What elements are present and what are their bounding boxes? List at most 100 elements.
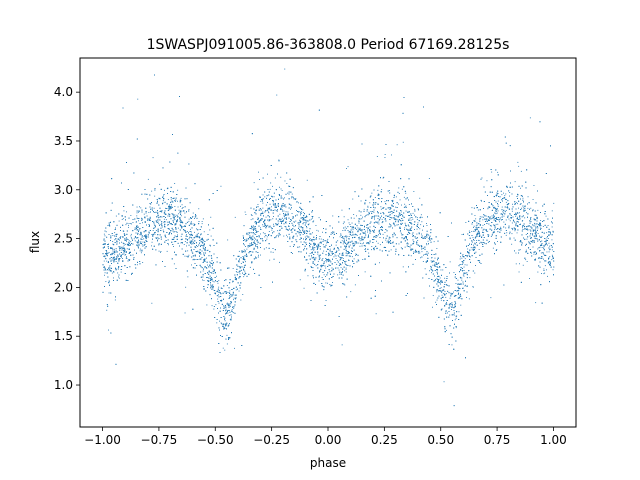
- data-point: [516, 232, 518, 234]
- data-point: [232, 280, 234, 282]
- data-point: [125, 224, 127, 226]
- data-point: [104, 235, 106, 237]
- data-point: [116, 243, 118, 245]
- data-point: [439, 290, 441, 291]
- data-point: [226, 312, 228, 313]
- data-point: [276, 210, 277, 212]
- data-point: [430, 265, 431, 267]
- data-point: [350, 291, 352, 293]
- data-point: [151, 190, 153, 192]
- data-point: [481, 227, 483, 229]
- data-point: [348, 236, 350, 237]
- data-point: [191, 237, 193, 239]
- data-point: [431, 272, 432, 274]
- data-point: [358, 220, 359, 222]
- data-point: [226, 334, 228, 336]
- data-point: [509, 233, 511, 235]
- data-point: [188, 220, 190, 222]
- data-point: [356, 215, 357, 217]
- data-point: [267, 219, 268, 221]
- data-point: [414, 229, 415, 230]
- data-point: [287, 214, 289, 215]
- data-point: [305, 222, 307, 224]
- data-point: [551, 259, 553, 261]
- data-point: [384, 201, 386, 203]
- data-point: [477, 232, 479, 234]
- data-point: [259, 179, 260, 180]
- data-point: [217, 298, 219, 300]
- data-point: [473, 244, 474, 246]
- data-point: [395, 220, 397, 222]
- data-point: [134, 240, 136, 242]
- data-point: [532, 233, 534, 235]
- data-point: [219, 291, 220, 293]
- data-point: [315, 238, 317, 240]
- data-point: [207, 287, 208, 288]
- data-point: [279, 234, 281, 235]
- data-point: [109, 265, 111, 267]
- data-point: [343, 216, 345, 218]
- data-point: [519, 212, 520, 214]
- data-point: [376, 240, 377, 242]
- data-point: [184, 212, 186, 214]
- data-point: [122, 248, 123, 250]
- data-point: [398, 187, 400, 189]
- data-point: [482, 219, 484, 221]
- data-point: [218, 286, 220, 288]
- data-point: [186, 245, 187, 247]
- data-point: [369, 226, 371, 228]
- data-point: [478, 240, 480, 241]
- data-point: [432, 306, 433, 308]
- data-point: [318, 280, 320, 282]
- data-point: [497, 206, 499, 207]
- data-point: [119, 247, 121, 249]
- data-point: [484, 224, 485, 225]
- data-point: [277, 222, 279, 224]
- data-point: [229, 319, 231, 320]
- data-point: [418, 251, 419, 252]
- data-point: [411, 233, 413, 235]
- data-point: [543, 273, 545, 275]
- data-point: [224, 320, 226, 322]
- data-point: [521, 207, 522, 209]
- data-point: [400, 230, 401, 231]
- data-point: [215, 304, 217, 306]
- data-point: [460, 304, 462, 306]
- data-point: [204, 255, 205, 257]
- data-point: [242, 250, 244, 252]
- data-point: [408, 204, 410, 205]
- data-point: [383, 247, 385, 248]
- data-point: [291, 193, 293, 195]
- data-point: [153, 207, 155, 209]
- data-point: [186, 234, 187, 236]
- data-point: [352, 233, 354, 235]
- data-point: [244, 270, 246, 272]
- data-point: [140, 232, 142, 234]
- data-point: [512, 203, 513, 205]
- data-point: [469, 256, 471, 258]
- data-point: [391, 213, 393, 215]
- data-point: [122, 242, 124, 244]
- data-point: [188, 256, 189, 258]
- data-point: [405, 205, 407, 207]
- data-point: [353, 258, 355, 260]
- data-point: [375, 313, 377, 315]
- data-point: [398, 203, 399, 205]
- data-point: [392, 199, 394, 201]
- data-point: [552, 255, 553, 257]
- data-point: [493, 224, 494, 226]
- data-point: [184, 255, 186, 257]
- data-point: [317, 253, 319, 255]
- data-point: [494, 206, 496, 208]
- data-point: [181, 208, 183, 209]
- data-point: [330, 232, 332, 234]
- data-point: [232, 281, 234, 283]
- data-point: [329, 259, 331, 261]
- data-point: [535, 302, 537, 304]
- data-point: [302, 229, 304, 231]
- data-point: [552, 256, 554, 258]
- data-point: [112, 243, 114, 245]
- data-point: [478, 239, 480, 241]
- data-point: [329, 248, 331, 250]
- data-point: [226, 302, 228, 304]
